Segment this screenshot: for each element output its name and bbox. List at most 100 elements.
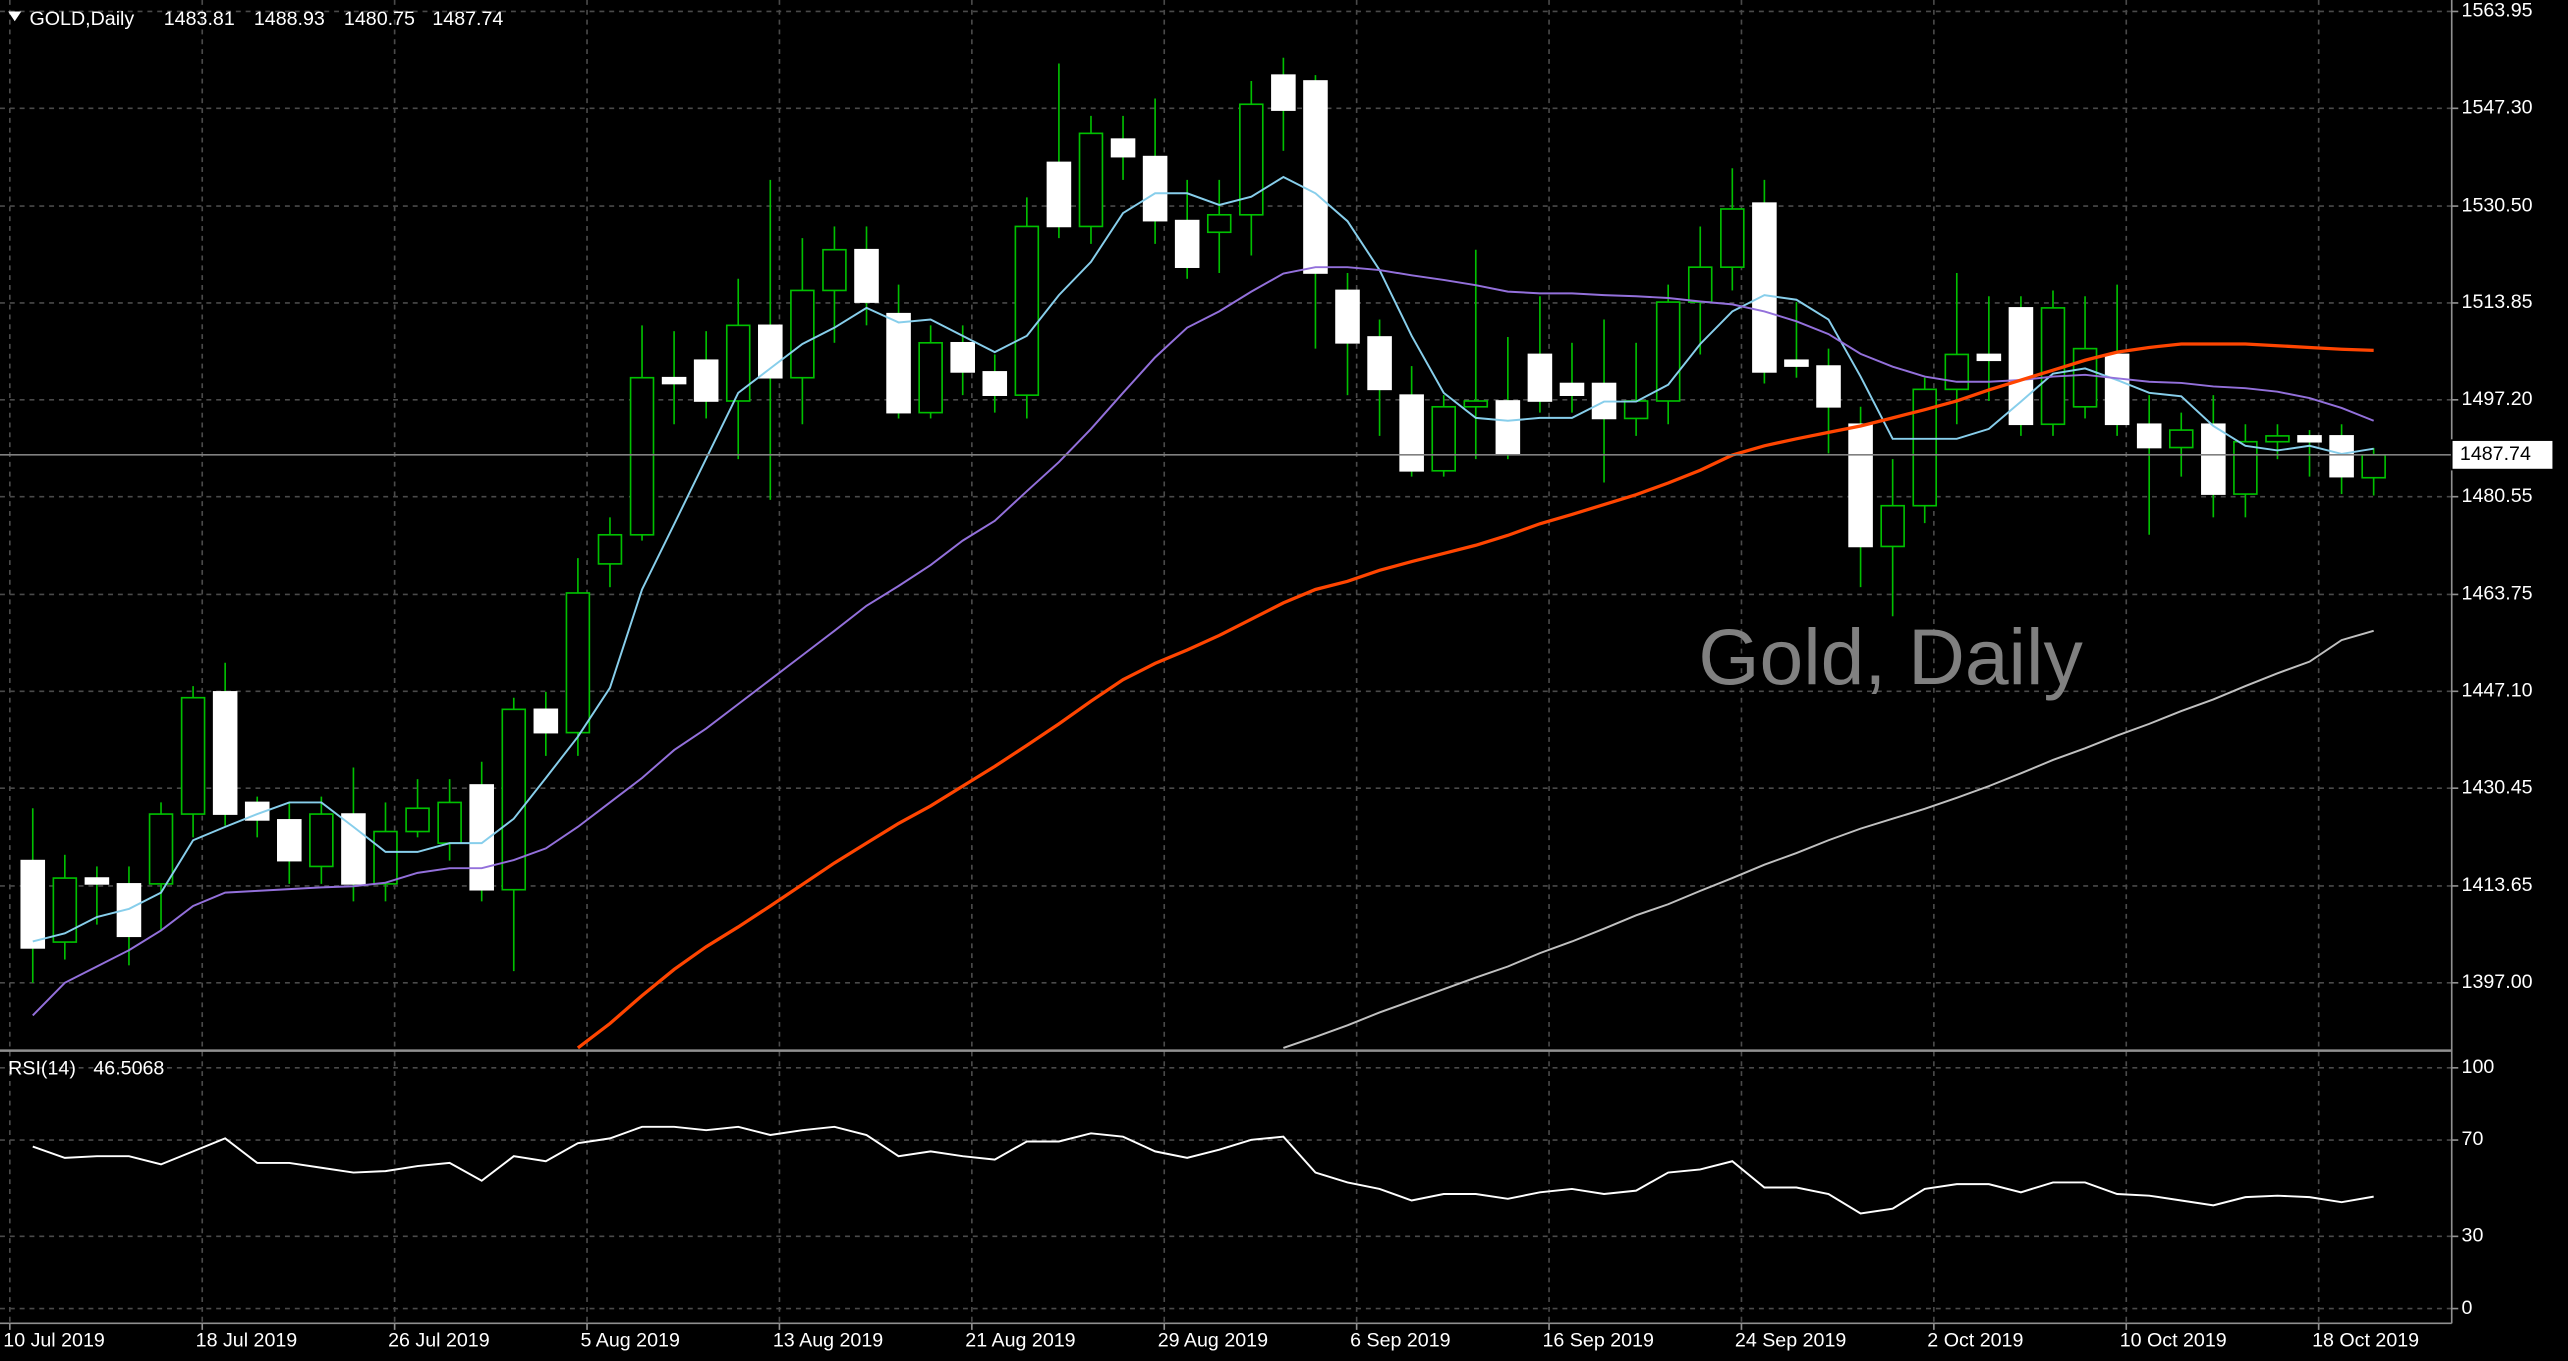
candle-body: [1720, 208, 1745, 268]
candle-body: [1912, 388, 1938, 507]
rsi-value: 46.5068: [93, 1058, 164, 1080]
candle-body: [1687, 266, 1713, 303]
menu-triangle[interactable]: [8, 11, 22, 22]
candle-body: [2265, 435, 2290, 443]
y-tick-label: 1547.30: [2462, 97, 2533, 119]
candle-body: [84, 877, 110, 885]
ohlc-close: 1487.74: [432, 8, 503, 30]
candle-body: [854, 248, 879, 303]
y-tick-label: 1397.00: [2462, 971, 2533, 993]
price-plot: [0, 57, 2452, 1050]
candle-body: [725, 324, 751, 402]
candle-body: [1944, 353, 1970, 391]
candle-body: [2008, 307, 2034, 426]
candle-body: [373, 830, 398, 885]
candle-body: [148, 813, 174, 885]
candle-body: [20, 859, 46, 949]
chart-title: GOLD,Daily: [29, 8, 134, 30]
price-tag-label: 1487.74: [2460, 443, 2531, 465]
x-tick-label: 29 Aug 2019: [1158, 1330, 1268, 1352]
candle-body: [1880, 504, 1905, 548]
candle-body: [1559, 382, 1585, 396]
candle-body: [469, 784, 494, 891]
candle-body: [2361, 454, 2386, 479]
candle-body: [1816, 365, 1841, 408]
x-tick-label: 21 Aug 2019: [965, 1330, 1075, 1352]
candle-body: [1463, 400, 1489, 408]
candle-body: [1206, 213, 1232, 234]
candle-body: [790, 289, 815, 379]
candle-body: [309, 813, 334, 868]
candle-body: [1784, 359, 1809, 367]
x-tick-label: 10 Oct 2019: [2120, 1330, 2227, 1352]
y-tick-label: 1413.65: [2462, 874, 2533, 896]
candle-body: [212, 691, 238, 815]
candle-body: [1623, 400, 1649, 420]
candle-body: [341, 813, 366, 885]
candle-body: [1303, 80, 1328, 274]
rsi-title: RSI(14): [8, 1058, 76, 1080]
candle-body: [1399, 394, 1424, 472]
candle-body: [2329, 435, 2354, 478]
x-tick-label: 6 Sep 2019: [1350, 1330, 1450, 1352]
grid: [0, 0, 2452, 1324]
candle-body: [629, 376, 655, 536]
candle-body: [693, 359, 719, 402]
y-tick-label: 0: [2462, 1297, 2473, 1319]
candle-body: [565, 592, 591, 734]
candle-body: [1367, 336, 1392, 391]
candle-body: [1495, 400, 1521, 455]
candle-body: [758, 324, 783, 379]
candle-body: [52, 877, 78, 943]
candle-body: [1046, 161, 1072, 228]
candle-body: [1431, 405, 1456, 472]
candle-body: [1078, 132, 1104, 228]
x-tick-label: 5 Aug 2019: [580, 1330, 679, 1352]
candle-body: [886, 312, 911, 414]
x-tick-label: 26 Jul 2019: [388, 1330, 490, 1352]
candle-body: [1239, 103, 1264, 216]
candle-body: [1976, 353, 2002, 362]
candle-body: [116, 883, 142, 938]
y-tick-label: 1480.55: [2462, 485, 2533, 507]
candle-body: [1752, 202, 1777, 373]
moving-average-line: [1283, 629, 2374, 1049]
watermark: Gold, Daily: [1698, 613, 2083, 701]
y-tick-label: 1447.10: [2462, 679, 2533, 701]
y-tick-label: 30: [2462, 1225, 2484, 1247]
y-tick-label: 1430.45: [2462, 776, 2533, 798]
y-tick-label: 100: [2462, 1056, 2495, 1078]
candle-body: [1271, 74, 1296, 111]
y-tick-label: 1563.95: [2462, 0, 2533, 22]
candle-body: [2201, 423, 2226, 495]
rsi-line: [32, 1125, 2374, 1215]
ohlc-open: 1483.81: [164, 8, 235, 30]
candle-body: [277, 819, 302, 862]
candle-body: [597, 533, 623, 565]
x-tick-label: 2 Oct 2019: [1927, 1330, 2023, 1352]
candle-body: [2297, 435, 2322, 443]
y-tick-label: 1513.85: [2462, 291, 2533, 313]
y-tick-label: 70: [2462, 1128, 2484, 1150]
candle-body: [661, 376, 687, 385]
rsi-plot: [32, 1125, 2374, 1215]
candle-body: [2136, 423, 2162, 449]
candle-body: [405, 807, 430, 833]
moving-average-line: [32, 266, 2375, 1017]
candle-body: [2104, 353, 2130, 426]
candle-body: [1848, 423, 1873, 548]
candle-body: [180, 696, 206, 815]
x-tick-label: 16 Sep 2019: [1543, 1330, 1654, 1352]
candle-body: [2168, 429, 2194, 449]
candle-body: [822, 248, 847, 292]
y-tick-label: 1530.50: [2462, 194, 2533, 216]
candle-body: [918, 341, 943, 414]
candle-body: [1655, 301, 1681, 402]
candle-body: [982, 371, 1008, 396]
candle-body: [1142, 155, 1168, 222]
candle-body: [1014, 225, 1040, 396]
